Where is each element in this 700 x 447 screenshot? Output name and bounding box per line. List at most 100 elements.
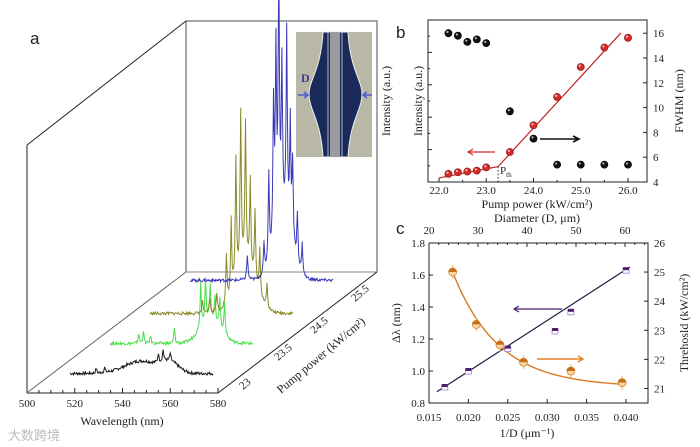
y2-tick-label: 22 bbox=[654, 354, 665, 366]
data-point-highlight bbox=[446, 171, 449, 174]
intensity-data-point bbox=[453, 168, 462, 177]
left-wall-top-edge bbox=[26, 20, 187, 146]
fwhm-data-point bbox=[453, 31, 462, 40]
threshold-data-point bbox=[448, 268, 457, 273]
arrow-left-icon bbox=[512, 305, 562, 313]
pump-power-axis bbox=[217, 271, 378, 394]
x-tick-label: 0.030 bbox=[535, 412, 560, 424]
spectrum-line-23-5 bbox=[109, 277, 254, 347]
c-y2label: Threhosld (kW/cm²) bbox=[677, 274, 691, 373]
delta-lambda-data-point bbox=[567, 308, 574, 312]
x-tick-label: 25.0 bbox=[571, 185, 591, 197]
data-point-highlight bbox=[465, 39, 468, 42]
intensity-data-point bbox=[472, 166, 481, 175]
y2-tick-label: 8 bbox=[653, 127, 659, 139]
threshold-data-point bbox=[495, 340, 504, 345]
arrow-left-icon bbox=[466, 148, 495, 156]
y-tick-label: 1.8 bbox=[411, 238, 425, 250]
x2-tick-label: 60 bbox=[620, 225, 632, 237]
threshold-data-point bbox=[618, 378, 627, 383]
fwhm-data-point bbox=[463, 37, 472, 46]
delta-lambda-data-point bbox=[465, 368, 472, 371]
y2-tick-label: 24 bbox=[654, 296, 666, 308]
intensity-data-point bbox=[600, 43, 609, 52]
y2-tick-label: 25 bbox=[654, 267, 666, 279]
fwhm-data-point bbox=[482, 39, 491, 48]
data-point-highlight bbox=[455, 33, 458, 36]
delta-lambda-data-point bbox=[552, 328, 559, 331]
y2-tick-label: 10 bbox=[653, 103, 665, 115]
x2-tick-label: 30 bbox=[473, 225, 485, 237]
panel-c-plot: 0.015 0.020 0.025 0.030 0.035 0.040 20 30 40 50 60… bbox=[411, 225, 665, 424]
data-point-highlight bbox=[507, 149, 510, 152]
x-tick-label: 26.0 bbox=[618, 185, 638, 197]
y-tick-label: 1.4 bbox=[411, 302, 425, 314]
threshold-data-point bbox=[519, 358, 528, 363]
y2-tick-label: 12 bbox=[653, 78, 664, 90]
x-tick-label: 580 bbox=[210, 398, 227, 410]
b-xlabel2: Diameter (D, μm) bbox=[494, 211, 580, 225]
microresonator-inset-image: D bbox=[296, 31, 372, 158]
data-point-highlight bbox=[602, 45, 605, 48]
x-tick-label: 520 bbox=[67, 398, 84, 410]
arrow-right-icon bbox=[537, 355, 585, 363]
plot-frame bbox=[427, 19, 648, 183]
data-point-highlight bbox=[446, 30, 449, 34]
y2-tick-label: 14 bbox=[653, 53, 665, 65]
exponential-fit-curve bbox=[451, 271, 625, 385]
delta-lambda-data-point bbox=[623, 267, 629, 271]
intensity-data-point bbox=[482, 163, 491, 172]
intensity-data-point bbox=[529, 121, 538, 130]
delta-lambda-data-point bbox=[441, 384, 448, 387]
x-tick-label: 0.025 bbox=[495, 412, 520, 424]
fwhm-data-point bbox=[505, 107, 514, 116]
y-tick-label: 1.2 bbox=[411, 334, 425, 346]
y2-tick-label: 23 bbox=[654, 325, 666, 337]
panel-label-b: b bbox=[396, 23, 405, 42]
data-point-highlight bbox=[465, 169, 468, 172]
inset-diameter-label: D bbox=[301, 71, 310, 85]
arrow-right-icon bbox=[298, 91, 310, 99]
intensity-data-point bbox=[463, 167, 472, 176]
z-tick-label: 23.5 bbox=[272, 341, 295, 363]
y2-tick-label: 4 bbox=[653, 177, 659, 189]
threshold-data-point bbox=[472, 320, 481, 325]
x-tick-label: 540 bbox=[114, 398, 131, 410]
threshold-data-point bbox=[566, 366, 575, 371]
intensity-data-point bbox=[444, 169, 453, 178]
plot-frame bbox=[428, 242, 649, 404]
fwhm-data-point bbox=[444, 29, 453, 38]
fwhm-data-point bbox=[600, 160, 609, 169]
x-tick-label: 24.0 bbox=[524, 185, 544, 197]
wavelength-axis-label: Wavelength (nm) bbox=[80, 414, 163, 428]
x-tick-label: 0.015 bbox=[417, 412, 442, 424]
fwhm-data-point bbox=[624, 160, 632, 169]
x-tick-label: 0.035 bbox=[574, 412, 599, 424]
spectrum-line-23 bbox=[69, 349, 214, 377]
fwhm-data-point bbox=[553, 160, 562, 169]
floor-left-edge bbox=[27, 271, 187, 393]
x2-tick-label: 50 bbox=[571, 225, 583, 237]
y-tick-label: 1.6 bbox=[411, 270, 425, 282]
fwhm-data-point bbox=[472, 35, 481, 44]
data-point-highlight bbox=[625, 162, 629, 165]
arrow-right-icon bbox=[540, 135, 581, 143]
data-point-highlight bbox=[531, 136, 534, 139]
z-tick-label: 24.5 bbox=[308, 314, 331, 336]
c-xlabel: 1/D (μm⁻¹) bbox=[500, 426, 555, 440]
delta-lambda-data-point bbox=[504, 345, 511, 349]
intensity-data-point bbox=[553, 93, 562, 101]
data-point-highlight bbox=[474, 37, 477, 40]
data-point-highlight bbox=[484, 40, 487, 44]
b-y2label: FWHM (nm) bbox=[672, 69, 686, 133]
data-point-highlight bbox=[555, 94, 558, 97]
panel-label-c: c bbox=[396, 219, 405, 238]
b-xlabel: Pump power (kW/cm²) bbox=[482, 197, 593, 211]
fwhm-data-point bbox=[576, 160, 585, 169]
data-point-highlight bbox=[555, 162, 558, 165]
b-ylabel: Intensity (a.u.) bbox=[379, 66, 393, 136]
data-point-highlight bbox=[578, 64, 581, 67]
y2-tick-label: 21 bbox=[654, 383, 665, 395]
arrow-left-icon bbox=[361, 91, 372, 99]
